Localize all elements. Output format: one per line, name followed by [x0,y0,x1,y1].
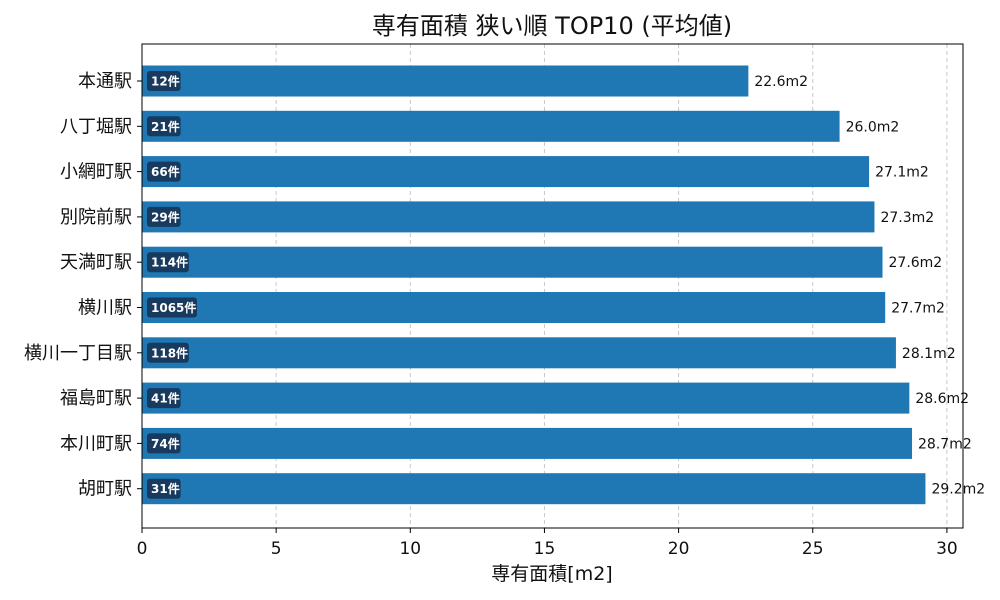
category-label: 福島町駅 [60,388,132,409]
count-badge [147,433,181,454]
count-label: 114件 [151,255,188,270]
value-label: 27.3m2 [880,210,934,226]
value-label: 27.1m2 [875,165,929,181]
count-label: 31件 [151,481,180,496]
bar [142,427,913,459]
count-badge [147,478,181,499]
category-label: 横川駅 [78,298,132,319]
bar [142,246,883,278]
x-tick-label: 10 [399,539,421,559]
count-badge [147,71,181,91]
x-tick-label: 30 [936,539,958,559]
bar [142,337,896,369]
category-label: 本川町駅 [60,433,132,454]
category-label: 小網町駅 [60,162,132,183]
bar [142,110,840,142]
chart-title: 専有面積 狭い順 TOP10 (平均値) [372,12,732,40]
bar [142,65,749,97]
bars: 12件 22.6m2 21件 26.0m2 66件 27.1m2 29件 27.3m2 114件… [142,65,985,505]
count-label: 12件 [151,74,180,89]
x-tick-label: 0 [137,539,148,559]
count-badge [147,297,197,318]
value-label: 28.7m2 [918,436,972,452]
category-label: 本通駅 [78,71,132,92]
count-label: 74件 [151,436,180,451]
value-label: 28.6m2 [915,391,969,407]
category-label: 胡町駅 [78,479,132,500]
count-label: 66件 [151,164,180,179]
x-ticks: 0 5 10 15 20 25 30 [137,528,958,559]
count-badge [147,388,181,409]
value-label: 26.0m2 [846,119,900,135]
count-badge [147,252,189,273]
x-tick-label: 15 [534,539,556,559]
bar [142,156,870,188]
count-label: 118件 [151,345,188,360]
count-badge [147,161,181,182]
bar [142,201,875,233]
category-label: 八丁堀駅 [60,116,132,137]
count-label: 29件 [151,209,180,224]
category-label: 天満町駅 [60,252,132,273]
plot-frame [141,43,964,529]
value-label: 22.6m2 [754,74,808,90]
count-badge [147,116,181,137]
category-label: 横川一丁目駅 [24,343,132,364]
bar [142,382,910,414]
x-tick-label: 20 [668,539,690,559]
count-badge [147,342,189,363]
bar [142,292,886,323]
value-label: 29.2m2 [931,482,985,498]
count-label: 41件 [151,391,180,406]
count-badge [147,206,181,227]
category-label: 別院前駅 [60,207,132,228]
count-label: 21件 [151,119,180,134]
value-label: 28.1m2 [902,346,956,362]
x-tick-label: 5 [271,539,282,559]
x-axis-label: 専有面積[m2] [491,563,612,585]
value-label: 27.6m2 [889,255,943,271]
bar [142,473,926,505]
value-label: 27.7m2 [891,301,945,317]
x-tick-label: 25 [802,539,824,559]
count-label: 1065件 [151,300,196,315]
